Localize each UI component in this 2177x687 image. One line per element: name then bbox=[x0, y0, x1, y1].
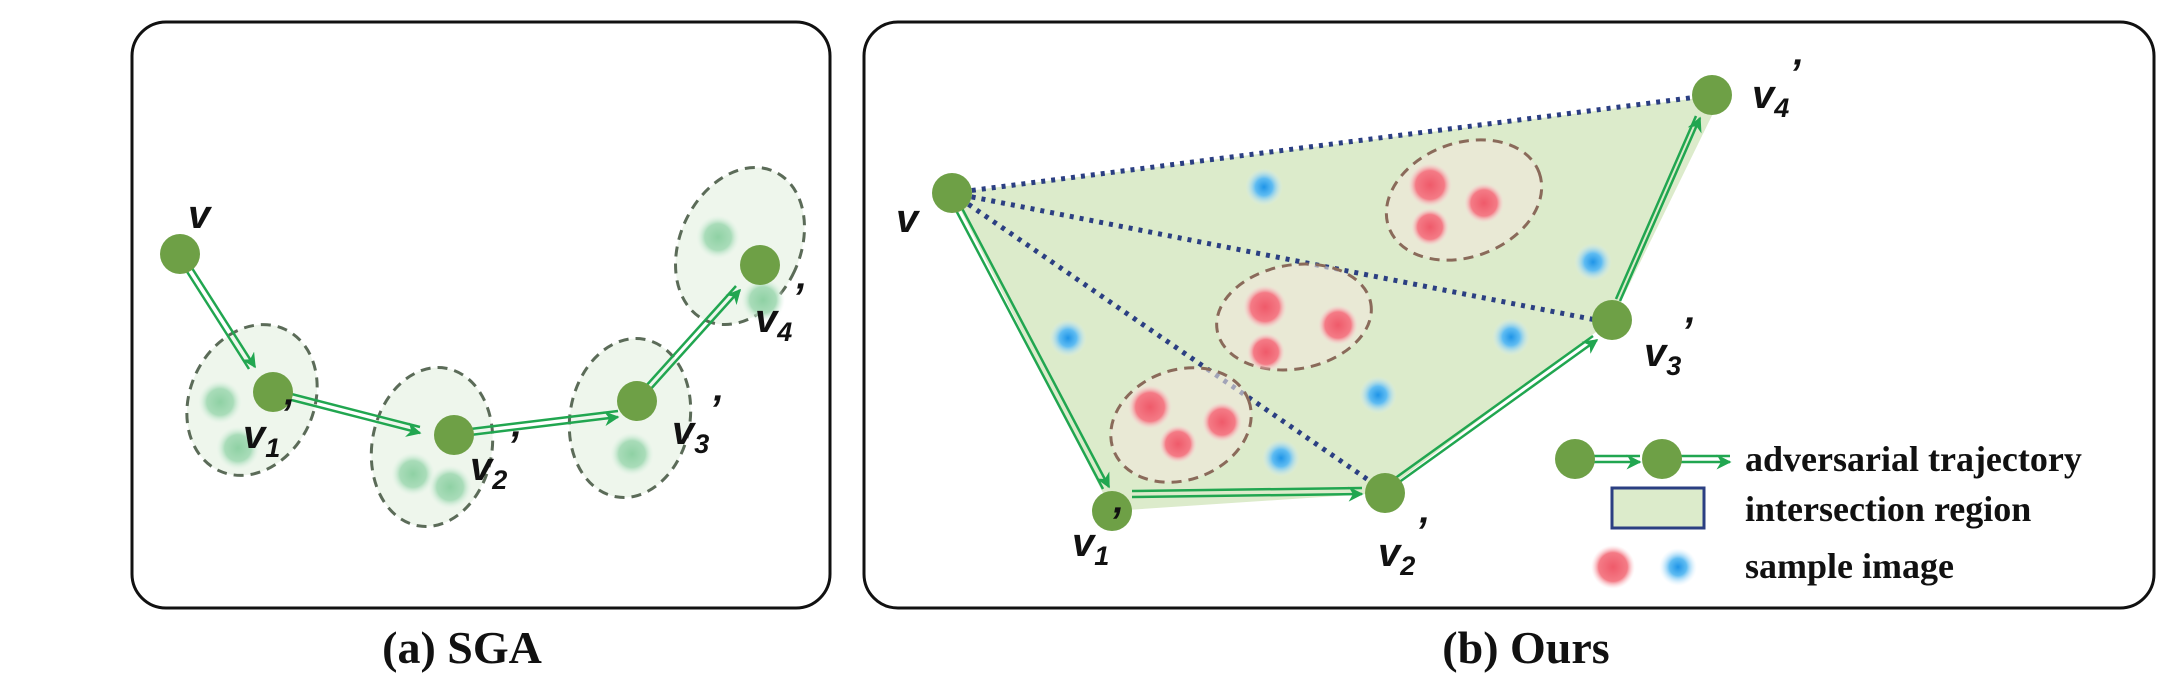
label-v2: v2’ bbox=[1378, 510, 1427, 581]
sample-green bbox=[216, 426, 260, 470]
panel-a-nodes bbox=[160, 234, 780, 455]
sample-blue bbox=[1245, 168, 1283, 206]
panel-b-red-samples bbox=[1128, 163, 1504, 463]
dotted-v-v2 bbox=[950, 190, 1382, 491]
legend-item-sample: sample image bbox=[1591, 545, 1954, 589]
arrow-v3-v4 bbox=[1614, 115, 1702, 302]
label-v1: v1’ bbox=[1072, 500, 1121, 571]
panel-b-labels: v v1’ v2’ v3’ v4’ bbox=[896, 52, 1801, 581]
sample-dots-icon bbox=[1591, 545, 1697, 589]
node-v bbox=[160, 234, 200, 274]
trajectory-icon bbox=[1555, 439, 1732, 479]
sample-blue bbox=[1359, 376, 1397, 414]
arrow-v1-v2 bbox=[271, 387, 422, 437]
arrow-v3-v4 bbox=[644, 285, 742, 392]
panel-b-dotted-lines bbox=[950, 93, 1706, 491]
node-v bbox=[932, 173, 972, 213]
legend: adversarial trajectory intersection regi… bbox=[1555, 439, 2082, 589]
legend-item-trajectory: adversarial trajectory bbox=[1555, 439, 2082, 479]
node-v2 bbox=[1365, 473, 1405, 513]
label-v4: v4’ bbox=[755, 276, 804, 347]
label-v1: v1’ bbox=[243, 392, 292, 463]
arrow-v2-v3 bbox=[1393, 334, 1599, 485]
sample-red bbox=[1464, 183, 1504, 223]
node-v2 bbox=[434, 415, 474, 455]
sample-green bbox=[696, 215, 740, 259]
sample-green bbox=[741, 278, 785, 322]
label-v2: v2’ bbox=[470, 424, 519, 495]
node-v1 bbox=[253, 372, 293, 412]
arrow-v-v1 bbox=[175, 253, 257, 370]
node-v4 bbox=[740, 245, 780, 285]
label-v3: v3’ bbox=[1644, 310, 1693, 381]
node-v3 bbox=[617, 381, 657, 421]
sample-blue bbox=[1262, 439, 1300, 477]
legend-item-region: intersection region bbox=[1610, 486, 2031, 530]
label-v: v bbox=[188, 193, 213, 237]
panel-a: v v1’ v2’ v3’ v4’ bbox=[130, 20, 832, 610]
sample-blue bbox=[1049, 319, 1087, 357]
sample-green bbox=[391, 452, 435, 496]
sample-red bbox=[1128, 385, 1172, 429]
caption-panel-b: (b) Ours bbox=[1442, 622, 1610, 673]
sample-red bbox=[1202, 402, 1242, 442]
panel-b: v v1’ v2’ v3’ v4’ adversarial t bbox=[862, 20, 2156, 610]
sample-red bbox=[1318, 305, 1358, 345]
label-v: v bbox=[896, 197, 921, 241]
sample-red bbox=[1247, 333, 1285, 371]
label-v4: v4’ bbox=[1752, 52, 1801, 123]
legend-label: adversarial trajectory bbox=[1745, 439, 2082, 479]
sample-red bbox=[1408, 163, 1452, 207]
sample-blue bbox=[1574, 243, 1612, 281]
region-swatch-icon bbox=[1610, 486, 1706, 530]
sample-green bbox=[198, 380, 242, 424]
caption-panel-a: (a) SGA bbox=[382, 622, 542, 673]
legend-label: intersection region bbox=[1745, 489, 2031, 529]
node-v1 bbox=[1092, 491, 1132, 531]
panel-a-trajectory bbox=[175, 253, 742, 439]
node-v3 bbox=[1592, 300, 1632, 340]
panel-a-labels: v v1’ v2’ v3’ v4’ bbox=[188, 193, 804, 495]
dotted-v-v4 bbox=[951, 93, 1706, 196]
panel-b-trajectory bbox=[947, 115, 1702, 502]
sample-green bbox=[428, 465, 472, 509]
panel-b-blue-samples bbox=[1049, 168, 1612, 477]
arrow-v-v1 bbox=[947, 194, 1111, 490]
legend-label: sample image bbox=[1745, 546, 1954, 586]
panel-b-nodes bbox=[932, 75, 1732, 531]
sample-red bbox=[1159, 425, 1197, 463]
panel-a-samples bbox=[198, 215, 785, 509]
sample-green bbox=[610, 432, 654, 476]
sample-blue bbox=[1492, 318, 1530, 356]
sample-red bbox=[1243, 285, 1287, 329]
label-v3: v3’ bbox=[672, 388, 721, 459]
arrow-v2-v3 bbox=[453, 409, 620, 439]
sample-red bbox=[1411, 208, 1449, 246]
node-v4 bbox=[1692, 75, 1732, 115]
arrow-v1-v2 bbox=[1131, 486, 1364, 502]
